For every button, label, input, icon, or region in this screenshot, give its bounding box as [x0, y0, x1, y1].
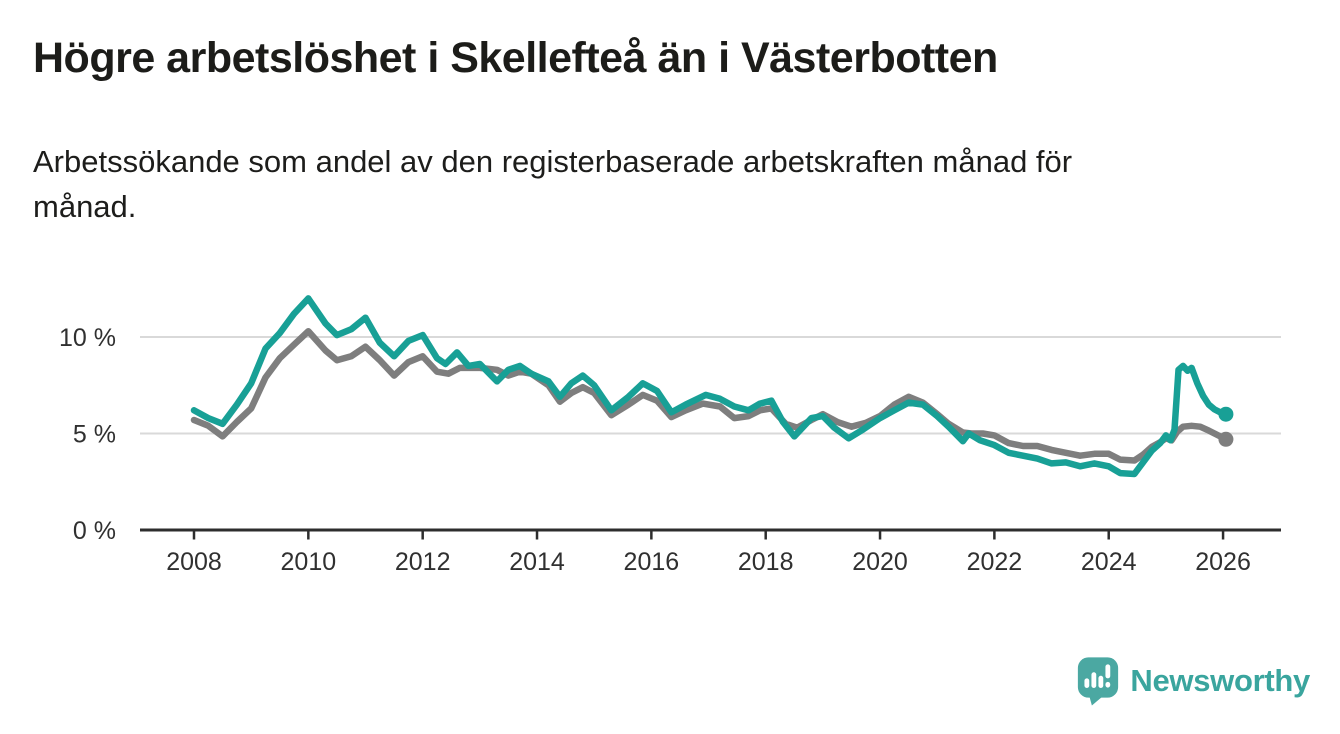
series-label-skellefteå: Skellefteå	[466, 599, 593, 600]
y-tick-label-5pct: 5 %	[73, 421, 116, 449]
x-tick-label-2014: 2014	[509, 548, 565, 576]
chart-subtitle-line-1: Arbetssökande som andel av den registerb…	[33, 144, 1073, 179]
unemployment-line-chart: 2008 2010 2012 2014 2016 2018 2020 2022 2024 2026…	[59, 295, 1281, 600]
x-tick-label-2008: 2008	[166, 548, 222, 576]
series-line-0-västerbotten	[190, 327, 1230, 464]
newsworthy-logo: Newsworthy	[1077, 656, 1310, 706]
end-dot-skellefteå	[1218, 406, 1234, 422]
chart-subtitle-line-2: månad.	[33, 189, 137, 224]
newsworthy-logo-icon	[1078, 657, 1119, 706]
series-line-1-skellefteå	[190, 295, 1230, 478]
x-tick-label-2022: 2022	[967, 548, 1023, 576]
x-tick-label-2026: 2026	[1195, 548, 1251, 576]
y-tick-label-10pct: 10 %	[59, 324, 116, 352]
end-dot-västerbotten	[1218, 431, 1234, 447]
x-tick-label-2016: 2016	[624, 548, 680, 576]
x-tick-label-2024: 2024	[1081, 548, 1137, 576]
x-tick-label-2020: 2020	[852, 548, 908, 576]
chart-title: Högre arbetslöshet i Skellefteå än i Väs…	[33, 34, 998, 82]
chart-subtitle: Arbetssökande som andel av den registerb…	[33, 139, 1072, 229]
x-tick-label-2010: 2010	[281, 548, 337, 576]
x-tick-label-2012: 2012	[395, 548, 451, 576]
y-tick-label-0pct: 0 %	[73, 517, 116, 545]
newsworthy-logo-text: Newsworthy	[1130, 663, 1310, 698]
x-tick-label-2018: 2018	[738, 548, 794, 576]
